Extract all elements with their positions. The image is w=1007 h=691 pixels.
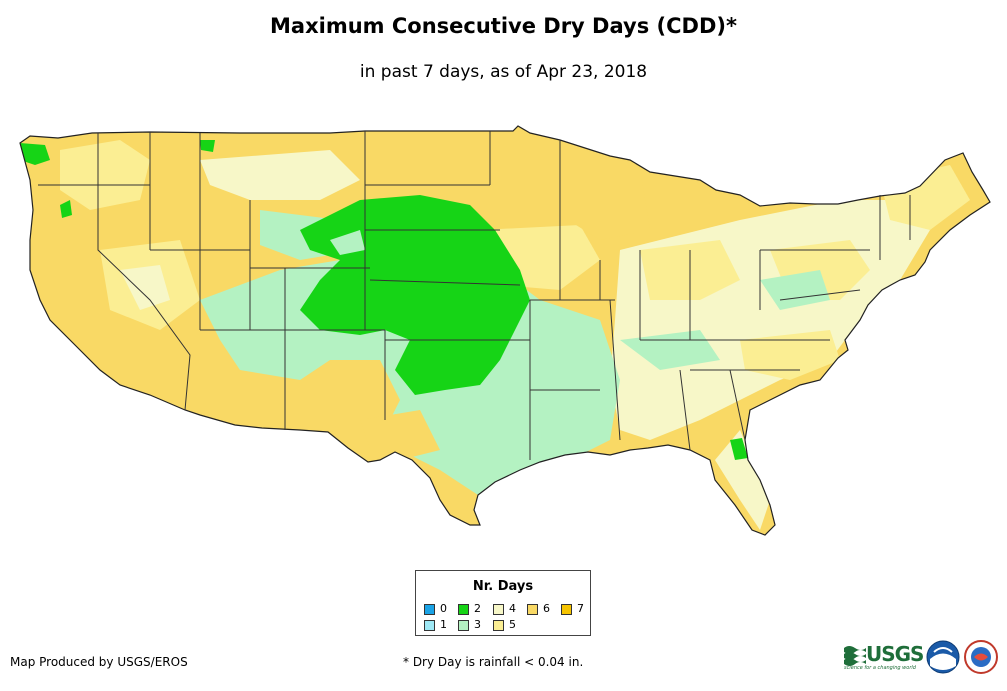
legend-swatch-0 — [424, 603, 435, 615]
legend-item-6: 6 — [527, 603, 550, 615]
legend-item-1: 1 — [424, 619, 447, 631]
nws-logo-icon — [964, 640, 998, 674]
map-credit: Map Produced by USGS/EROS — [10, 655, 188, 669]
legend-swatch-2 — [458, 603, 469, 615]
legend-swatch-3 — [458, 619, 469, 631]
usgs-logo-text: USGS — [866, 642, 924, 666]
legend-item-7: 7 — [561, 603, 584, 615]
agency-logos: USGS science for a changing world — [840, 638, 1000, 678]
legend-swatch-1 — [424, 619, 435, 631]
legend-item-2: 2 — [458, 603, 481, 615]
footnote: * Dry Day is rainfall < 0.04 in. — [403, 655, 584, 669]
legend-item-4: 4 — [493, 603, 516, 615]
map-title: Maximum Consecutive Dry Days (CDD)* — [270, 14, 737, 38]
cdd-fill-layer — [20, 126, 990, 535]
legend-item-5: 5 — [493, 619, 516, 631]
legend-swatch-5 — [493, 619, 504, 631]
legend-swatch-6 — [527, 603, 538, 615]
legend-title: Nr. Days — [472, 579, 534, 594]
usgs-tagline: science for a changing world — [844, 665, 916, 671]
legend: Nr. Days 0 1 2 3 4 5 6 7 — [415, 570, 591, 636]
map-subtitle: in past 7 days, as of Apr 23, 2018 — [359, 62, 648, 82]
state-borders — [19, 125, 991, 536]
legend-item-0: 0 — [424, 603, 447, 615]
noaa-logo-icon — [926, 640, 960, 674]
legend-swatch-7 — [561, 603, 572, 615]
usgs-wave-icon — [844, 646, 866, 666]
legend-swatch-4 — [493, 603, 504, 615]
legend-item-3: 3 — [458, 619, 481, 631]
